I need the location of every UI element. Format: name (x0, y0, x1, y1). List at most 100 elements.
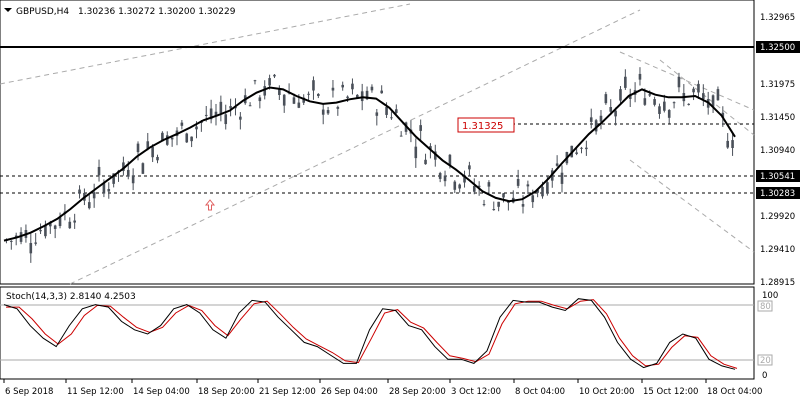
price-tick: 1.31975 (760, 80, 795, 90)
candle-body (292, 97, 296, 104)
stoch-tick: 100 (762, 291, 778, 301)
candle-body (141, 163, 145, 174)
candle-body (312, 80, 315, 91)
level-label-text: 1.31325 (462, 121, 503, 132)
candle-body (468, 165, 471, 170)
candle-body (131, 175, 135, 184)
symbol-header: GBPUSD,H4 1.30236 1.30272 1.30200 1.3022… (4, 7, 236, 17)
candle-body (482, 204, 486, 206)
candle-body (429, 146, 432, 150)
time-label: 3 Oct 12:00 (451, 387, 501, 397)
candle-body (448, 154, 452, 166)
candle-body (112, 173, 115, 184)
candle-body (385, 107, 388, 115)
candle-body (360, 91, 364, 102)
candle-body (438, 173, 442, 179)
candle-body (487, 182, 491, 187)
support-price-box (756, 170, 800, 182)
candle-body (677, 76, 681, 88)
candle-body (34, 242, 37, 244)
candle-body (53, 225, 57, 229)
candle-body (575, 152, 578, 154)
support-price-label: 1.30541 (760, 172, 795, 182)
candle-body (282, 94, 286, 106)
candle-body (667, 110, 671, 118)
candle-body (477, 185, 481, 188)
candle-body (697, 83, 700, 93)
candle-body (370, 86, 374, 91)
candle-body (653, 99, 656, 105)
candle-body (380, 90, 383, 94)
time-label: 14 Sep 04:00 (133, 387, 190, 397)
candle-body (536, 189, 539, 193)
candle-body (73, 220, 76, 223)
candle-body (619, 89, 622, 101)
stoch-label: Stoch(14,3,3) 2.8140 4.2503 (6, 292, 136, 302)
stoch-panel-frame (0, 286, 755, 380)
candle-body (204, 114, 208, 116)
candle-body (170, 137, 174, 140)
price-axis[interactable]: 1.32965 1.31975 1.31450 1.30940 1.29920 … (756, 13, 800, 288)
stoch-main-line (3, 298, 736, 370)
candle-body (424, 159, 427, 165)
main-panel-frame (0, 0, 755, 285)
candle-body (302, 97, 306, 103)
candle-body (604, 94, 608, 104)
candle-body (419, 125, 422, 131)
candle-body (136, 143, 140, 153)
trend-channel (0, 3, 755, 285)
price-tick: 1.28915 (760, 278, 795, 288)
candle-body (541, 186, 544, 197)
symbol-label: GBPUSD,H4 (16, 7, 69, 17)
candle-body (263, 86, 267, 96)
candle-body (624, 76, 627, 88)
candle-body (146, 141, 150, 149)
candle-body (190, 136, 193, 142)
candle-body (273, 74, 276, 77)
stoch-axis[interactable]: 100 80 20 0 (757, 291, 778, 381)
candle-body (92, 192, 96, 199)
up-arrow-icon (204, 199, 216, 211)
candle-body (331, 87, 335, 91)
candle-body (102, 182, 106, 194)
price-tick: 1.29920 (760, 212, 795, 222)
candle-body (307, 93, 310, 95)
time-axis[interactable]: 6 Sep 2018 11 Sep 12:00 14 Sep 04:00 18 Sep… (3, 379, 762, 397)
candle-body (375, 112, 379, 116)
candle-body (507, 201, 510, 203)
candle-body (614, 110, 617, 117)
candle-body (229, 106, 232, 109)
price-tick: 1.32965 (760, 13, 795, 23)
candle-body (580, 147, 583, 149)
candle-body (268, 78, 271, 86)
candle-body (185, 133, 189, 143)
candle-body (599, 115, 603, 122)
candle-body (726, 140, 729, 148)
candle-body (234, 106, 237, 109)
candle-body (702, 93, 705, 99)
candle-body (589, 117, 593, 122)
time-label: 6 Sep 2018 (5, 387, 53, 397)
candle-body (672, 102, 676, 104)
candle-body (68, 221, 72, 229)
candle-body (356, 94, 359, 98)
candle-body (716, 89, 720, 101)
candle-body (29, 242, 33, 254)
candle-body (502, 193, 505, 198)
candle-body (658, 106, 661, 114)
price-tick: 1.30940 (760, 146, 795, 156)
candle-body (58, 217, 62, 227)
time-label: 15 Oct 12:00 (643, 387, 698, 397)
candle-body (663, 101, 666, 111)
candle-body (78, 189, 81, 194)
stoch-tick: 20 (760, 356, 771, 366)
candle-body (107, 189, 111, 192)
chevron-down-icon[interactable] (4, 8, 12, 12)
candle-body (638, 73, 642, 80)
candle-body (390, 117, 393, 119)
candle-body (326, 110, 330, 114)
candle-body (321, 109, 325, 115)
candle-body (492, 209, 496, 211)
candle-body (731, 140, 734, 149)
